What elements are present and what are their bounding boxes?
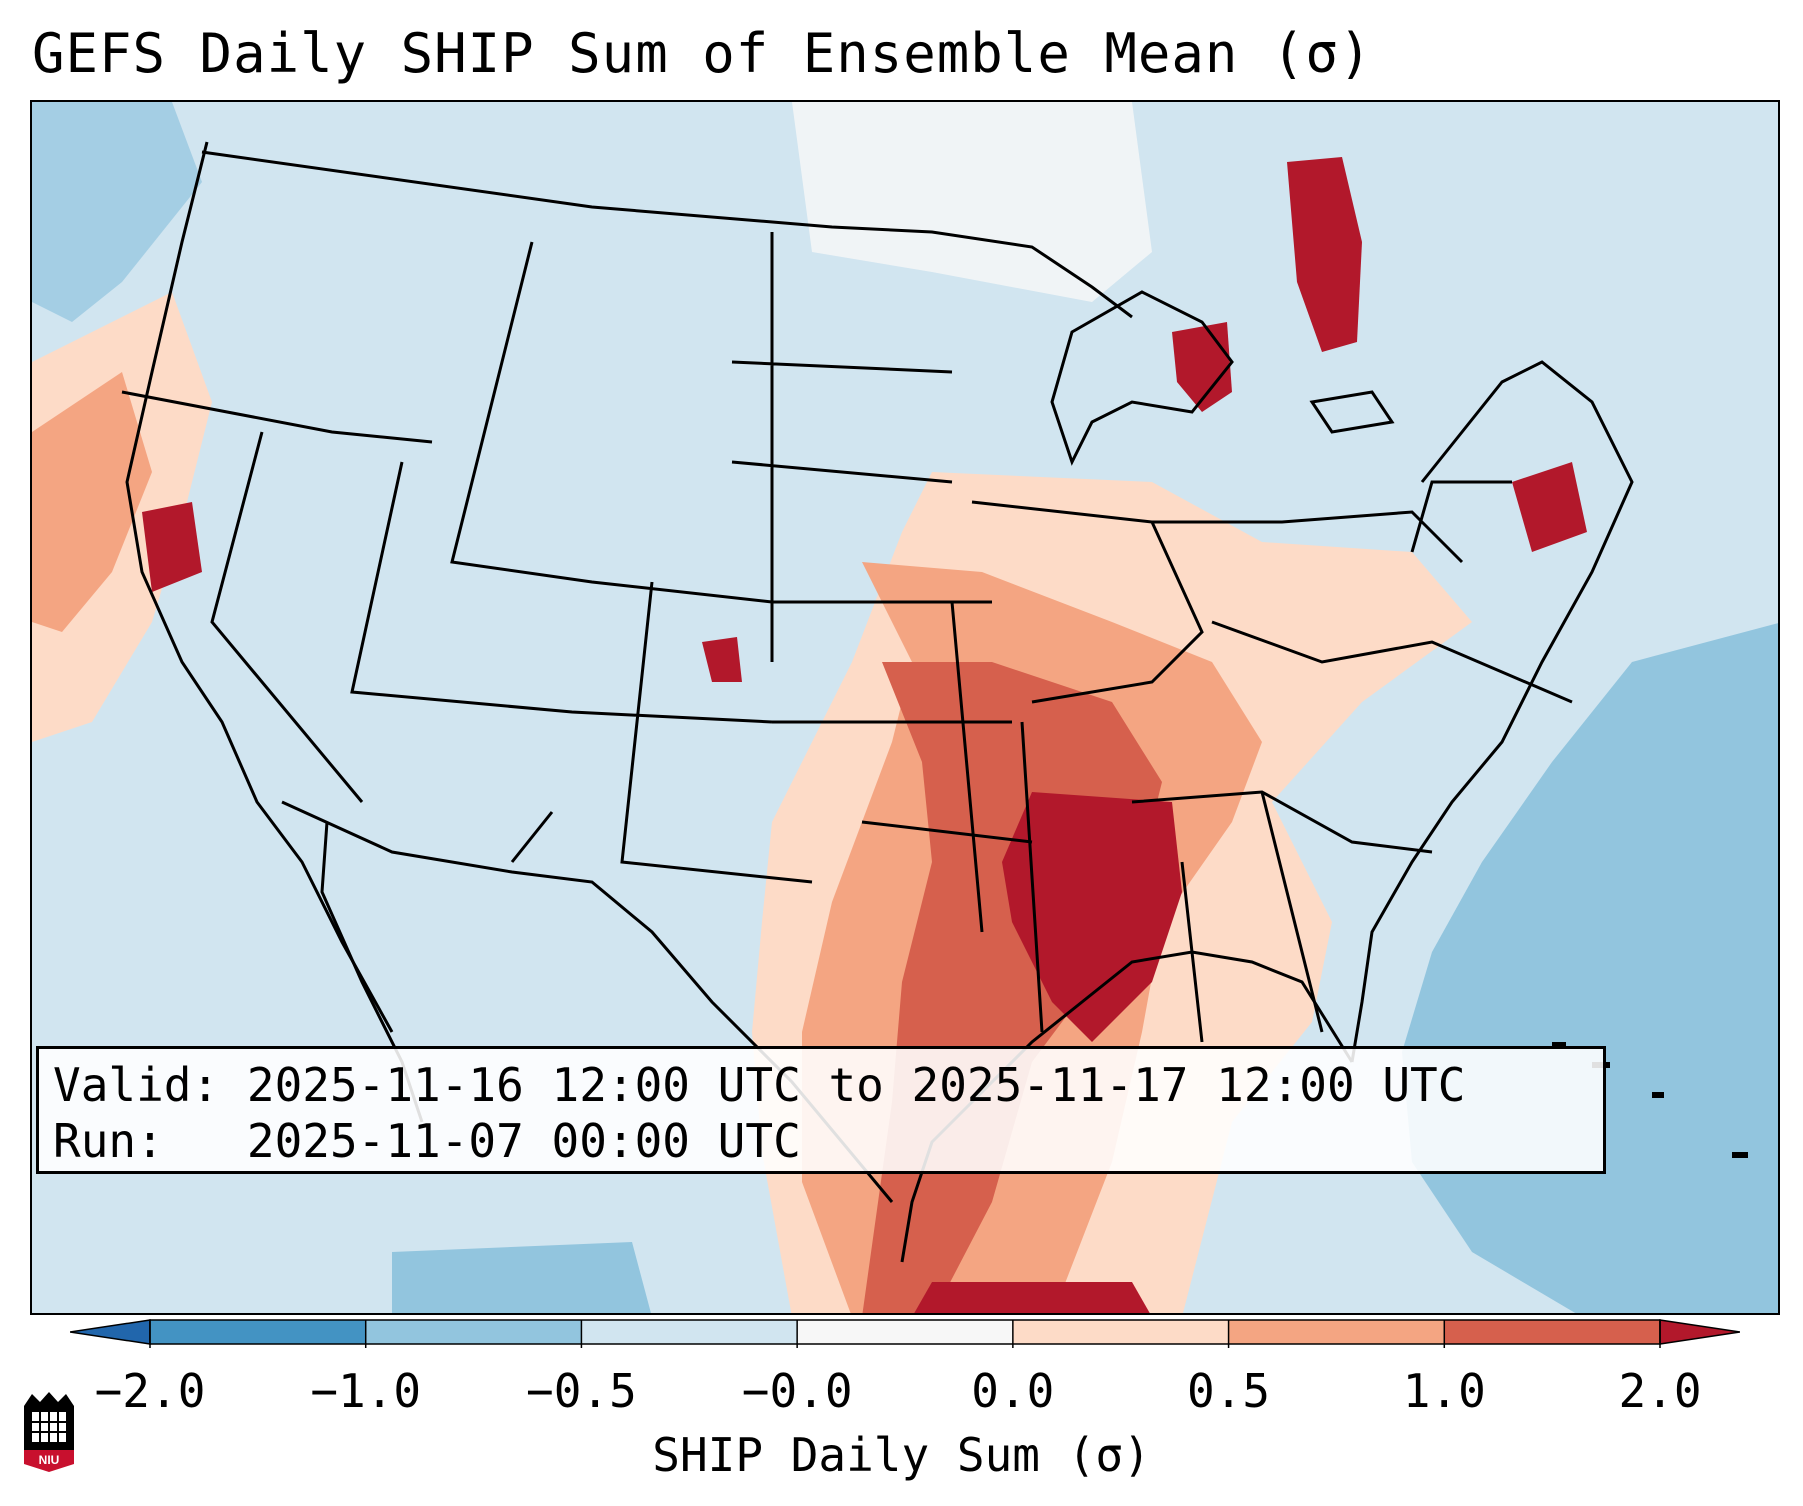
- us-canada-border: [201, 150, 1133, 319]
- west-coastline: [125, 141, 394, 1033]
- valid-time-range: 2025-11-16 12:00 UTC to 2025-11-17 12:00…: [246, 1058, 1466, 1112]
- map-outlines: [121, 141, 1634, 1263]
- colorbar-segment: [797, 1320, 1013, 1344]
- pennsylvania-high-area: [1512, 462, 1587, 552]
- colorbar-tick-label: −1.0: [310, 1364, 422, 1418]
- michigan-high-area: [1172, 322, 1232, 412]
- quebec-high-area: [1287, 157, 1362, 352]
- colorbar-segment: [1444, 1320, 1660, 1344]
- lower-mississippi-high-area: [1002, 792, 1182, 1042]
- valid-run-info-box: Valid: 2025-11-16 12:00 UTC to 2025-11-1…: [36, 1046, 1606, 1174]
- west-coast-moderate-area: [32, 372, 152, 632]
- colorbar-segment: [150, 1320, 366, 1344]
- colorbar-tick-label: 0.5: [1187, 1364, 1271, 1418]
- niu-logo-icon: NIU: [24, 1392, 74, 1472]
- nevada-high-area: [142, 502, 202, 592]
- east-coastline: [1350, 360, 1634, 1063]
- colorbar-tick-label: −0.0: [741, 1364, 853, 1418]
- colorbar-label: SHIP Daily Sum (σ): [652, 1428, 1151, 1482]
- colorbar: [70, 1319, 1740, 1348]
- colorbar-extend-low: [70, 1319, 151, 1345]
- colorbar-segment: [365, 1320, 582, 1344]
- run-label: Run:: [53, 1114, 164, 1168]
- state-borders-west: [121, 241, 813, 884]
- colorbar-segment: [581, 1320, 798, 1344]
- state-borders-east: [1131, 480, 1573, 1043]
- gulf-south-negative-area: [392, 1242, 651, 1313]
- run-time: 2025-11-07 00:00 UTC: [246, 1114, 801, 1168]
- colorbar-segment: [1228, 1320, 1445, 1344]
- colorbar-tick-label: −0.5: [526, 1364, 637, 1418]
- state-borders-central: [731, 232, 1204, 1033]
- colorbar-tick-label: 1.0: [1402, 1364, 1486, 1418]
- colorbar-tick-label: 2.0: [1618, 1364, 1702, 1418]
- colorbar-tick-label: −2.0: [94, 1364, 206, 1418]
- valid-label: Valid:: [53, 1058, 220, 1112]
- colorbar-extend-high: [1659, 1319, 1740, 1345]
- pacific-negative-area: [32, 102, 202, 322]
- canada-white-area: [792, 102, 1152, 302]
- niu-logo: NIU: [20, 1390, 78, 1476]
- gulf-high-area: [914, 1282, 1150, 1313]
- map-title: GEFS Daily SHIP Sum of Ensemble Mean (σ): [32, 22, 1373, 85]
- niu-logo-text: NIU: [39, 1453, 60, 1467]
- great-lakes: [1050, 290, 1395, 466]
- colorbar-segment: [1012, 1320, 1229, 1344]
- colorbar-tick-label: 0.0: [971, 1364, 1055, 1418]
- colorado-high-area: [702, 637, 742, 682]
